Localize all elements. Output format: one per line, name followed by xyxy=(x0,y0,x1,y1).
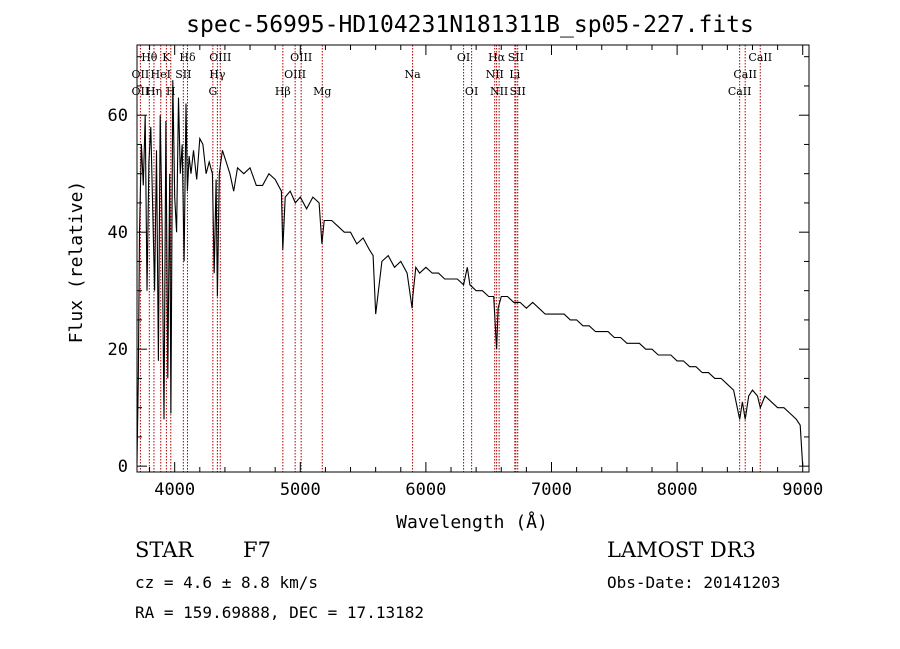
y-tick-label: 60 xyxy=(108,106,128,126)
line-label: OII xyxy=(132,68,150,81)
spectral-subclass: F7 xyxy=(243,538,271,562)
line-label: OIII xyxy=(290,51,312,64)
line-label: Mg xyxy=(313,85,331,98)
y-tick-label: 40 xyxy=(108,223,128,243)
line-label: OI xyxy=(457,51,470,64)
line-label: OIII xyxy=(209,51,231,64)
line-label: HeI xyxy=(151,68,171,81)
plot-frame xyxy=(136,44,810,473)
survey-name: LAMOST DR3 xyxy=(607,538,756,562)
x-axis-label: Wavelength (Å) xyxy=(396,511,548,533)
y-tick-label: 20 xyxy=(108,340,128,360)
x-tick-label: 7000 xyxy=(531,480,572,500)
line-label: NII xyxy=(486,68,504,81)
line-label: SII xyxy=(508,51,524,64)
line-label: CaII xyxy=(748,51,772,64)
x-tick-label: 5000 xyxy=(280,480,321,500)
flux-series-line xyxy=(136,80,804,467)
axis-ticks: 4000 5000 6000 7000 8000 9000 0 20 40 60 xyxy=(108,45,823,500)
line-label: OII xyxy=(132,85,150,98)
line-label: Hδ xyxy=(179,51,196,64)
line-label: SII xyxy=(510,85,526,98)
x-tick-label: 8000 xyxy=(657,480,698,500)
line-label: Na xyxy=(404,68,421,81)
line-label: K xyxy=(162,51,171,64)
line-label: Hβ xyxy=(275,85,291,98)
line-label: Li xyxy=(509,68,520,81)
line-label: Hγ xyxy=(209,68,226,81)
line-label: SII xyxy=(175,68,191,81)
line-label: NII xyxy=(490,85,508,98)
chart-title: spec-56995-HD104231N181311B_sp05-227.fit… xyxy=(186,12,754,38)
line-label: Hα xyxy=(488,51,506,64)
coordinates: RA = 159.69888, DEC = 17.13182 xyxy=(135,603,424,622)
observation-date: Obs-Date: 20141203 xyxy=(607,573,781,592)
line-label: G xyxy=(208,85,217,98)
line-label: Hθ xyxy=(141,51,158,64)
x-tick-label: 4000 xyxy=(154,480,195,500)
line-label: CaII xyxy=(733,68,757,81)
redshift-value: cz = 4.6 ± 8.8 km/s xyxy=(135,573,319,592)
y-tick-label: 0 xyxy=(118,457,128,477)
line-label: OIII xyxy=(284,68,306,81)
x-tick-label: 6000 xyxy=(405,480,446,500)
y-axis-label: Flux (relative) xyxy=(66,181,87,344)
x-tick-label: 9000 xyxy=(782,480,823,500)
line-label: CaII xyxy=(728,85,752,98)
line-label: OI xyxy=(465,85,478,98)
line-label: Hη xyxy=(146,85,162,98)
object-class: STAR xyxy=(135,538,194,562)
line-label: H xyxy=(166,85,176,98)
